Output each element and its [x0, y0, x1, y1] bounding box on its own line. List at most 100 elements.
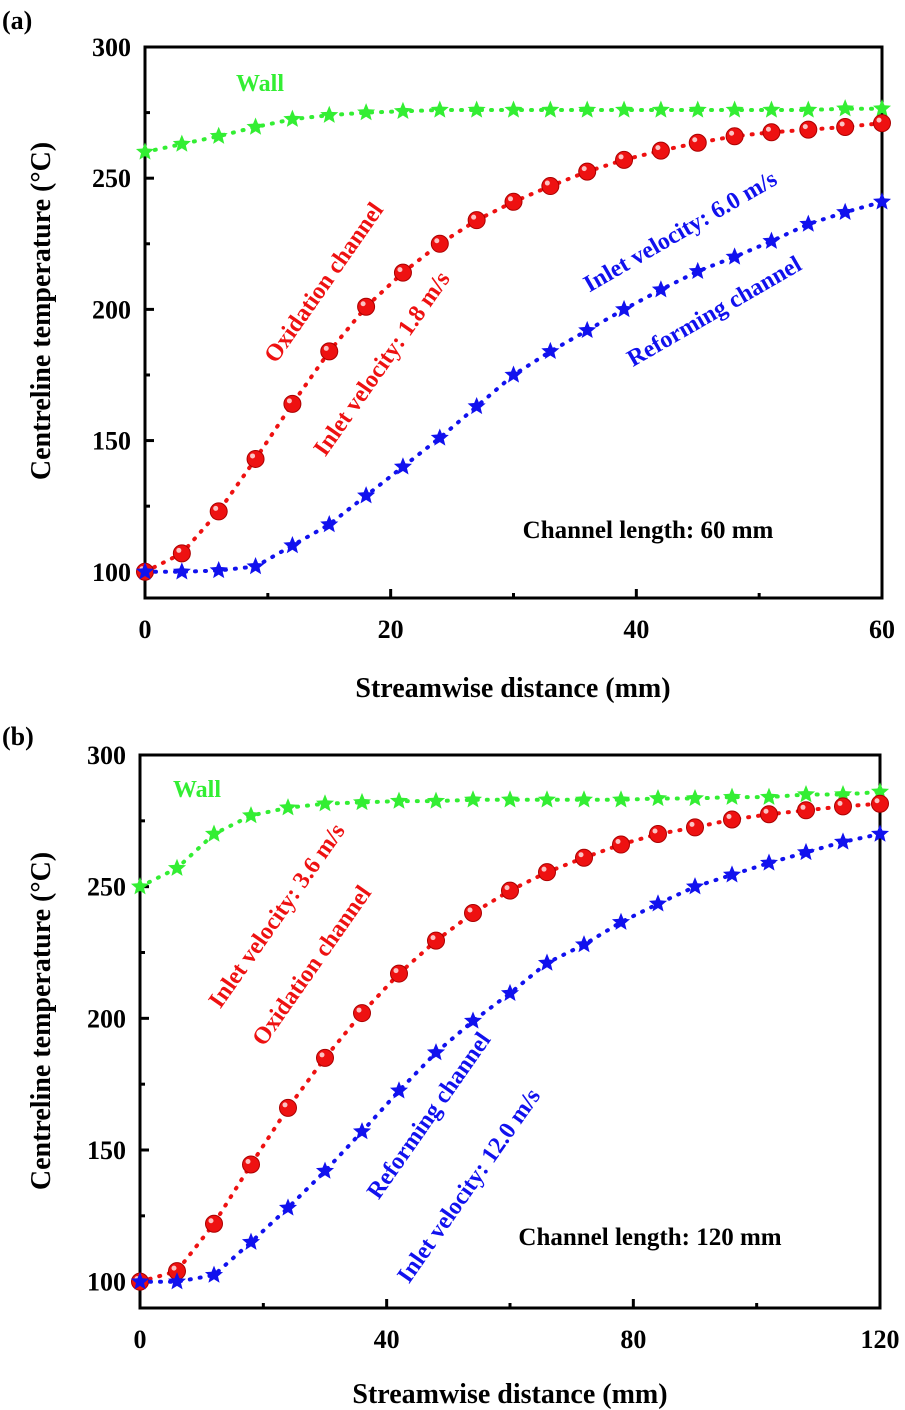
data-point-oxidation: [320, 342, 339, 361]
annotation-reforming-channel: Reforming channel: [623, 251, 807, 372]
data-point-highlight: [393, 968, 399, 974]
y-tick-label: 200: [87, 1004, 126, 1033]
data-point-wall: [578, 100, 597, 118]
data-point-reforming: [246, 557, 265, 575]
data-point-wall: [799, 100, 818, 118]
series-line-oxidation: [138, 801, 882, 1284]
data-point-wall: [209, 126, 228, 144]
data-point-oxidation: [430, 234, 449, 253]
data-point-wall: [688, 100, 707, 118]
series-line-reforming: [138, 832, 882, 1284]
data-point-wall: [725, 100, 744, 118]
data-point-wall: [352, 792, 372, 811]
data-point-reforming: [389, 1081, 409, 1099]
data-point-reforming: [615, 299, 634, 318]
data-point-oxidation: [541, 177, 560, 196]
data-point-oxidation: [353, 1004, 371, 1023]
data-point-wall: [246, 117, 265, 135]
data-point-oxidation: [393, 263, 412, 282]
data-point-wall: [504, 100, 523, 118]
data-point-reforming: [870, 824, 890, 842]
data-point-highlight: [323, 345, 329, 351]
plot-area: 0 20 40 60 100 150 200 250 300: [92, 33, 895, 644]
data-point-wall: [278, 798, 298, 816]
data-point-wall: [172, 134, 191, 152]
data-point-highlight: [471, 214, 477, 220]
data-point-wall: [836, 99, 855, 117]
data-point-highlight: [615, 839, 621, 845]
data-point-highlight: [176, 547, 182, 553]
data-point-highlight: [319, 1052, 325, 1058]
data-point-wall: [204, 824, 224, 842]
data-point-reforming: [463, 1011, 483, 1029]
panel-label: (b): [2, 722, 34, 751]
data-point-highlight: [541, 866, 547, 872]
data-point-highlight: [282, 1102, 288, 1108]
data-point-wall: [796, 785, 816, 803]
annotation-wall: Wall: [236, 71, 284, 97]
x-tick-label: 0: [134, 1325, 147, 1354]
data-point-reforming: [320, 515, 339, 533]
y-tick-label: 300: [87, 741, 126, 770]
data-point-oxidation: [357, 297, 376, 316]
data-point-reforming: [209, 560, 228, 579]
x-axis-label: Streamwise distance (mm): [352, 1379, 667, 1410]
y-tick-label: 250: [87, 873, 126, 902]
data-point-reforming: [759, 853, 779, 871]
data-point-reforming: [315, 1161, 335, 1179]
data-point-reforming: [685, 877, 705, 895]
data-point-oxidation: [686, 818, 704, 837]
data-point-reforming: [836, 202, 855, 220]
data-point-reforming: [762, 231, 781, 249]
data-point-wall: [722, 787, 742, 805]
data-point-highlight: [689, 821, 695, 827]
data-point-highlight: [208, 1218, 214, 1224]
data-point-oxidation: [504, 192, 523, 211]
data-point-wall: [685, 788, 705, 807]
x-tick-label: 20: [378, 615, 404, 644]
x-tick-label: 80: [620, 1325, 646, 1354]
data-point-oxidation: [797, 801, 815, 820]
series-line-wall: [138, 789, 882, 889]
data-point-reforming: [500, 983, 520, 1001]
data-point-wall: [463, 790, 483, 808]
data-point-highlight: [430, 935, 436, 941]
y-tick-label: 200: [92, 295, 131, 324]
data-point-reforming: [430, 428, 449, 446]
data-point-oxidation: [688, 133, 707, 152]
data-point-reforming: [467, 396, 486, 415]
annotation-channel-length: Channel length: 60 mm: [523, 517, 774, 544]
data-point-wall: [541, 100, 560, 118]
panel-label: (a): [2, 6, 32, 35]
data-point-highlight: [434, 238, 440, 244]
data-point-oxidation: [467, 211, 486, 230]
data-point-oxidation: [836, 118, 855, 137]
y-axis-label: Centreline temperature (°C): [26, 142, 57, 480]
data-point-oxidation: [279, 1098, 297, 1117]
y-tick-label: 150: [92, 427, 131, 456]
panel-b-chart: (b) 0 40 80 120 100 150 200 250 300 Centreline t…: [2, 722, 900, 1410]
data-point-wall: [762, 100, 781, 118]
data-point-wall: [833, 785, 853, 803]
y-tick-label: 150: [87, 1136, 126, 1165]
data-point-highlight: [800, 804, 806, 810]
data-point-reforming: [688, 261, 707, 280]
data-point-highlight: [726, 814, 732, 820]
data-point-oxidation: [427, 931, 445, 950]
data-point-reforming: [204, 1265, 224, 1283]
data-point-wall: [611, 790, 631, 808]
data-point-highlight: [286, 398, 292, 404]
plot-area: 0 40 80 120 100 150 200 250 300: [87, 741, 900, 1354]
y-axis-label: Centreline temperature (°C): [26, 852, 57, 1190]
data-point-highlight: [245, 1158, 251, 1164]
data-point-oxidation: [651, 141, 670, 160]
data-point-highlight: [213, 505, 219, 511]
data-point-wall: [648, 788, 668, 807]
annotation-oxidation-channel: Oxidation channel: [259, 198, 389, 368]
data-point-wall: [430, 100, 449, 118]
data-point-wall: [393, 101, 412, 119]
data-point-highlight: [763, 808, 769, 814]
data-point-reforming: [799, 214, 818, 232]
data-point-oxidation: [723, 810, 741, 829]
data-point-reforming: [578, 320, 597, 339]
